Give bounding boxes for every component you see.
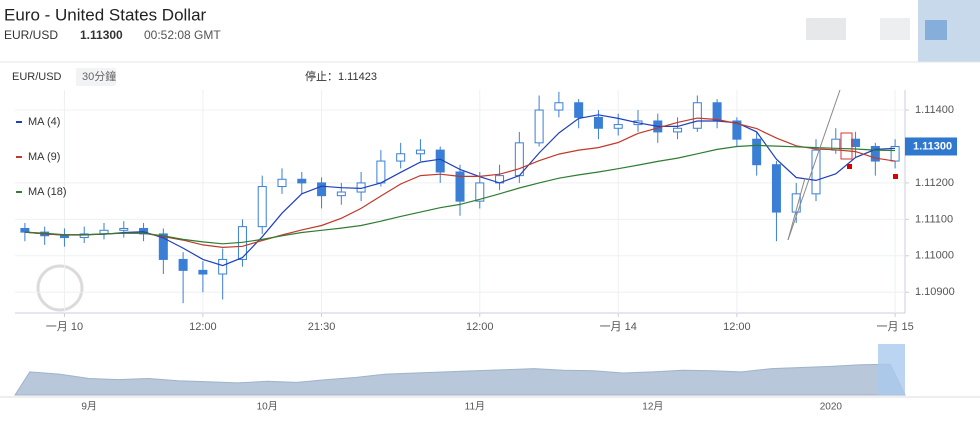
time: 00:52:08 GMT [144, 28, 221, 42]
candle-body [455, 171, 465, 202]
candle-body [554, 102, 564, 111]
legend-label: MA (18) [28, 186, 67, 198]
candle-body [257, 186, 267, 228]
navigator-label: 11月 [465, 401, 485, 413]
stop-label: 停止：1.11423 [305, 69, 377, 83]
candle-body [218, 258, 228, 275]
x-tick-label: 12:00 [723, 321, 751, 333]
last-price-tag [905, 137, 957, 156]
navigator-label: 2020 [820, 402, 843, 413]
candle-body [692, 102, 702, 129]
x-tick-label: 12:00 [189, 321, 217, 333]
candle-body [870, 145, 880, 162]
x-tick-label: 一月 14 [600, 321, 637, 333]
y-tick-label: 1.11400 [915, 104, 954, 116]
candle-body [771, 164, 781, 213]
ma-line [24, 117, 896, 249]
candle-body [178, 258, 188, 271]
legend-label: MA (9) [28, 151, 60, 163]
x-tick-label: 12:00 [466, 321, 494, 333]
chart-symbol: EUR/USD [12, 71, 62, 83]
candle-body [415, 149, 425, 155]
candle-body [475, 182, 485, 202]
last-price-label: 1.11300 [913, 140, 952, 152]
candle-body [574, 102, 584, 118]
navigator-window[interactable] [878, 344, 905, 395]
ma-line [24, 144, 896, 245]
y-tick-label: 1.11100 [915, 213, 953, 225]
blurred-widgets [806, 0, 980, 62]
ma-line [24, 114, 896, 267]
navigator-label: 9月 [81, 401, 97, 413]
candle-body [752, 138, 762, 166]
x-tick-label: 21:30 [308, 321, 336, 333]
candle-body [732, 120, 742, 140]
candle-body [20, 227, 30, 233]
y-tick-label: 1.11200 [915, 177, 954, 189]
candle-body [673, 127, 683, 133]
navigator-label: 10月 [257, 401, 278, 413]
candle-body [336, 191, 346, 197]
navigator-area [14, 363, 906, 396]
candle-body [119, 227, 129, 231]
y-tick-label: 1.10900 [915, 286, 955, 298]
legend-label: MA (4) [28, 116, 60, 128]
candle-body [59, 235, 69, 239]
price: 1.11300 [80, 28, 123, 42]
candle-body [593, 116, 603, 129]
candle-body [613, 124, 623, 129]
candle-body [396, 153, 406, 162]
candle-body [712, 102, 722, 122]
page-title: Euro - United States Dollar [4, 5, 207, 24]
interval-button[interactable] [76, 68, 116, 86]
candle-body [376, 160, 386, 184]
candle-body [811, 149, 821, 195]
candle-body [851, 138, 861, 147]
candle-body [198, 269, 208, 275]
annotations [787, 89, 898, 241]
y-tick-label: 1.11000 [915, 250, 954, 262]
candle-body [791, 193, 801, 213]
candle-body [79, 233, 89, 239]
candle-body [277, 178, 287, 188]
interval: 30分鐘 [82, 69, 116, 83]
candle-body [890, 145, 900, 162]
candle-body [158, 233, 168, 260]
candle-body [514, 142, 524, 177]
watermark [36, 264, 84, 312]
x-tick-label: 一月 15 [876, 321, 913, 333]
candle-body [534, 109, 544, 144]
candle-body [317, 182, 327, 197]
symbol: EUR/USD [4, 28, 58, 42]
navigator-label: 12月 [642, 401, 663, 413]
candle-body [297, 178, 307, 184]
x-tick-label: 一月 10 [46, 321, 83, 333]
